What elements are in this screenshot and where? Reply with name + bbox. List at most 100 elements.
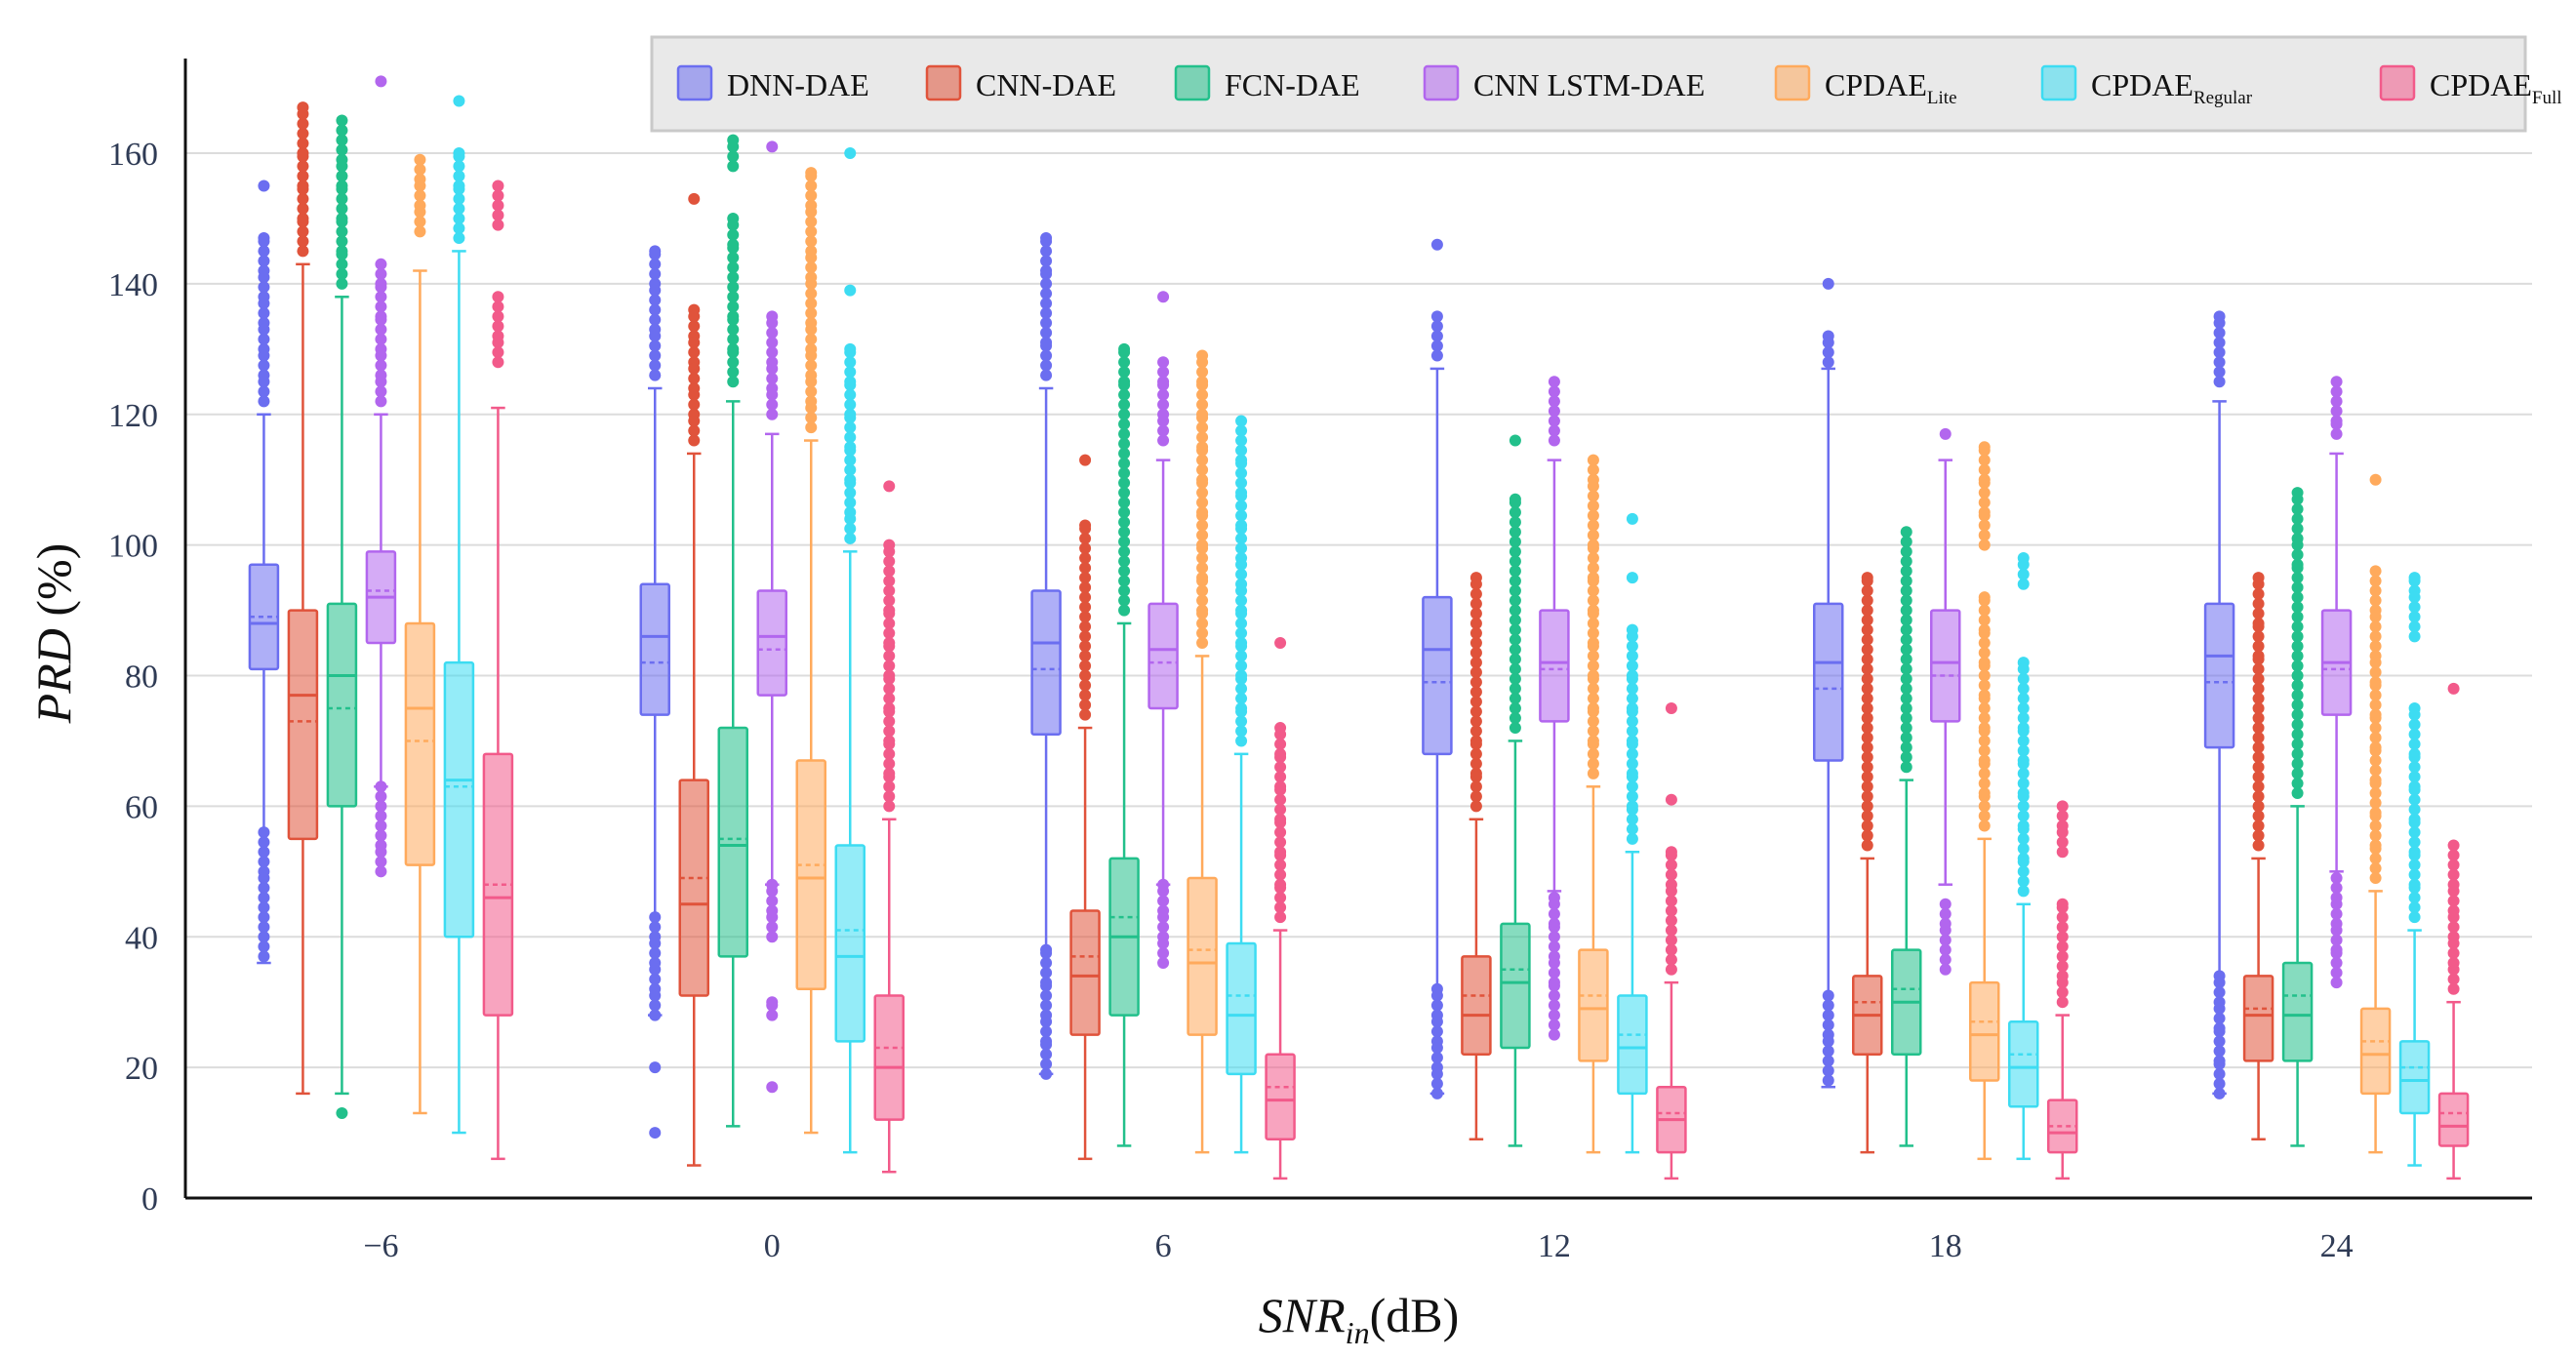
outlier-point: [1861, 741, 1873, 754]
box-CPDAE_Full-1: [873, 480, 905, 1174]
outlier-point: [2056, 986, 2069, 999]
outlier-point: [649, 284, 662, 297]
x-tick-label: 0: [764, 1228, 781, 1264]
outlier-point: [2447, 839, 2460, 852]
outlier-point: [1235, 477, 1248, 490]
legend-entry-CPDAE_Regular[interactable]: CPDAERegular: [2040, 64, 2253, 108]
outlier-point: [1861, 682, 1873, 695]
outlier-point: [844, 356, 857, 369]
outlier-point: [649, 999, 662, 1012]
outlier-point: [1079, 660, 1092, 672]
outlier-point: [1274, 783, 1287, 796]
outlier-point: [1822, 1035, 1834, 1048]
legend-entry-CNN LSTM-DAE[interactable]: CNN LSTM-DAE: [1423, 64, 1705, 102]
legend-entry-DNN-DAE[interactable]: DNN-DAE: [676, 64, 869, 102]
outlier-point: [2291, 572, 2304, 584]
outlier-point: [1274, 836, 1287, 849]
outlier-point: [1665, 859, 1677, 871]
x-tick-label: −6: [363, 1228, 398, 1264]
outlier-point: [1548, 989, 1560, 1002]
outlier-point: [1626, 780, 1638, 793]
outlier-point: [1509, 526, 1521, 539]
outlier-point: [1079, 679, 1092, 692]
outlier-point: [1822, 1055, 1834, 1067]
outlier-point: [1235, 617, 1248, 629]
box-DNN-DAE-3: [1422, 238, 1453, 1099]
outlier-point: [688, 346, 701, 359]
outlier-point: [1430, 989, 1443, 1002]
outlier-point: [1861, 701, 1873, 714]
outlier-point: [2369, 679, 2382, 692]
box-CNN LSTM-DAE-3: [1539, 376, 1570, 1041]
outlier-point: [1587, 650, 1599, 662]
outlier-point: [688, 192, 701, 205]
outlier-point: [805, 180, 818, 192]
outlier-point: [375, 819, 387, 832]
outlier-point: [2408, 575, 2421, 587]
outlier-point: [1665, 953, 1677, 966]
outlier-point: [1040, 1038, 1053, 1051]
outlier-point: [2330, 405, 2343, 418]
outlier-point: [1469, 715, 1482, 728]
outlier-point: [1587, 529, 1599, 541]
outlier-point: [336, 235, 348, 248]
outlier-point: [336, 124, 348, 137]
legend-entry-CPDAE_Lite[interactable]: CPDAELite: [1774, 64, 1957, 108]
outlier-point: [1157, 356, 1170, 369]
outlier-point: [1040, 979, 1053, 992]
outlier-point: [2056, 996, 2069, 1009]
outlier-point: [1196, 421, 1209, 434]
outlier-point: [336, 202, 348, 215]
box-body: [2437, 1092, 2470, 1147]
box-body: [287, 609, 319, 841]
outlier-point: [1040, 946, 1053, 959]
outlier-point: [1939, 427, 1952, 440]
outlier-point: [2017, 682, 2030, 695]
legend-entry-CPDAE_Full[interactable]: CPDAEFull: [2379, 64, 2562, 108]
outlier-point: [2330, 977, 2343, 989]
outlier-point: [492, 180, 504, 192]
outlier-point: [1196, 552, 1209, 565]
outlier-point: [336, 258, 348, 270]
outlier-point: [1861, 780, 1873, 793]
outlier-point: [2369, 722, 2382, 735]
outlier-point: [1196, 388, 1209, 401]
box-body: [2359, 1007, 2392, 1096]
legend-entry-CNN-DAE[interactable]: CNN-DAE: [925, 64, 1116, 102]
outlier-point: [1861, 633, 1873, 646]
outlier-point: [336, 216, 348, 228]
legend-entry-FCN-DAE[interactable]: FCN-DAE: [1174, 64, 1360, 102]
outlier-point: [1196, 617, 1209, 629]
outlier-point: [1978, 810, 1991, 822]
outlier-point: [1822, 337, 1834, 349]
outlier-point: [375, 846, 387, 859]
outlier-point: [2017, 757, 2030, 770]
y-tick-label: 120: [108, 398, 158, 434]
outlier-point: [727, 333, 740, 345]
outlier-point: [1157, 379, 1170, 391]
outlier-point: [258, 235, 270, 248]
outlier-point: [1118, 398, 1131, 411]
outlier-point: [1900, 732, 1912, 744]
outlier-point: [1274, 892, 1287, 904]
outlier-point: [883, 627, 896, 639]
outlier-point: [1196, 509, 1209, 522]
outlier-point: [375, 856, 387, 868]
outlier-point: [1196, 541, 1209, 554]
outlier-point: [1469, 790, 1482, 803]
outlier-point: [805, 225, 818, 238]
outlier-point: [2369, 640, 2382, 653]
legend[interactable]: DNN-DAE CNN-DAE FCN-DAE CNN LSTM-DAE CPDAELi…: [650, 35, 2562, 133]
outlier-point: [1587, 682, 1599, 695]
outlier-point: [1509, 633, 1521, 646]
outlier-point: [2408, 591, 2421, 604]
box-CNN-DAE-4: [1852, 572, 1883, 1154]
outlier-point: [2408, 836, 2421, 849]
outlier-point: [805, 216, 818, 228]
outlier-point: [2291, 562, 2304, 575]
outlier-point: [258, 856, 270, 868]
outlier-point: [2213, 356, 2226, 369]
outlier-point: [2017, 856, 2030, 868]
box-body: [1422, 595, 1453, 756]
outlier-point: [2330, 946, 2343, 959]
